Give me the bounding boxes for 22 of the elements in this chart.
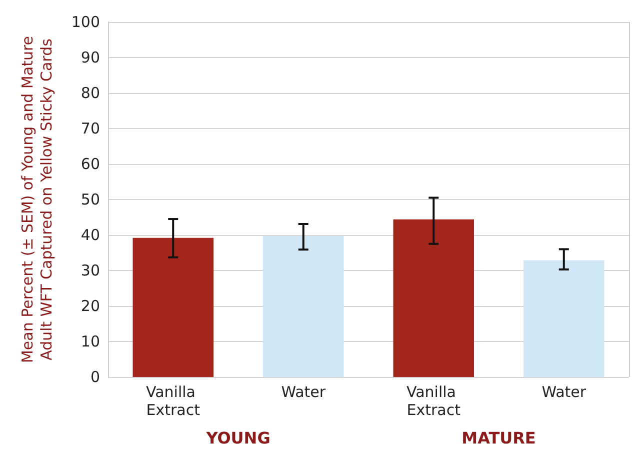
y-tick-label: 90 — [80, 48, 100, 66]
y-tick-label: 100 — [71, 13, 100, 31]
text: MATURE — [462, 428, 536, 448]
y-tick-label: 0 — [90, 368, 100, 386]
y-axis-title: Mean Percent (± SEM) of Young and Mature Adult WFT Captured on Yellow Sticky Cards — [18, 36, 56, 364]
y-tick-label: 10 — [80, 332, 100, 350]
y-tick-label: 30 — [80, 262, 100, 280]
x-tick-label: Water — [281, 383, 326, 401]
bar — [263, 236, 344, 377]
bar — [523, 260, 604, 377]
y-tick-label: 80 — [80, 84, 100, 102]
x-tick-label: Vanilla Extract — [406, 383, 461, 419]
x-tick-label: Water — [542, 383, 587, 401]
y-tick-label: 40 — [80, 226, 100, 244]
y-tick-label: 50 — [80, 190, 100, 208]
bar — [132, 238, 214, 377]
x-tick-label: Vanilla Extract — [146, 383, 200, 419]
y-tick-label: 70 — [80, 120, 100, 138]
y-tick-label: 20 — [80, 297, 100, 315]
y-tick-label: 60 — [80, 155, 100, 173]
bar — [393, 219, 474, 377]
text: YOUNG — [205, 428, 270, 448]
